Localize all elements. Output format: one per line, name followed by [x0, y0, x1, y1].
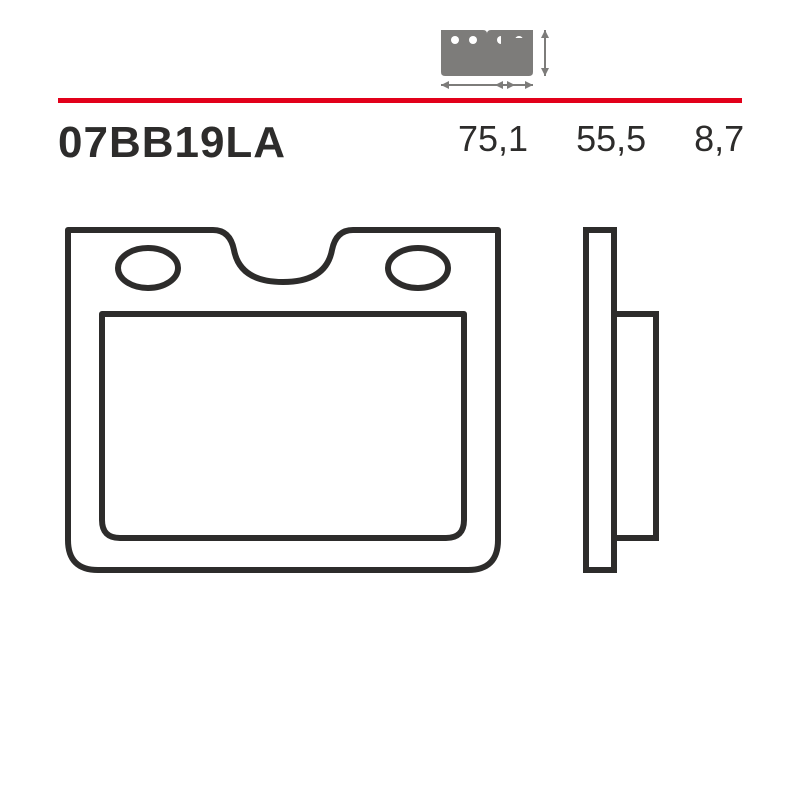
figure-canvas: 07BB19LA 75,1 55,5 8,7: [0, 0, 800, 800]
separator-line: [58, 98, 742, 103]
width-value: 75,1: [458, 118, 528, 160]
height-value: 55,5: [576, 118, 646, 160]
front-view: [68, 230, 498, 570]
part-number: 07BB19LA: [58, 118, 286, 168]
side-view: [586, 230, 656, 570]
thickness-value: 8,7: [694, 118, 744, 160]
dimension-values: 75,1 55,5 8,7: [458, 118, 744, 160]
